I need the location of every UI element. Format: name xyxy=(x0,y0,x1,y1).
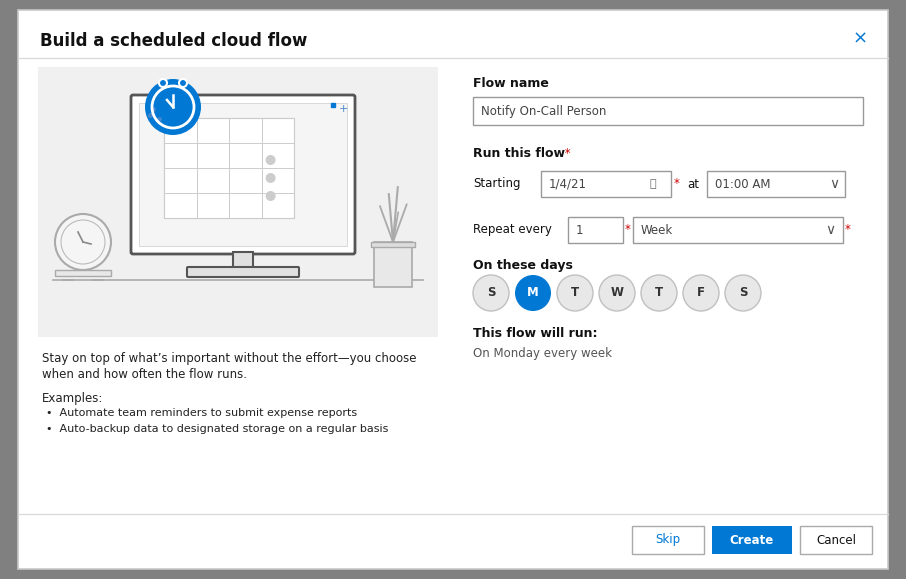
FancyBboxPatch shape xyxy=(473,97,863,125)
Circle shape xyxy=(145,79,201,135)
Circle shape xyxy=(599,275,635,311)
Text: 1: 1 xyxy=(576,223,583,236)
Circle shape xyxy=(557,275,593,311)
FancyBboxPatch shape xyxy=(164,118,294,218)
Text: S: S xyxy=(738,287,747,299)
FancyBboxPatch shape xyxy=(139,103,347,246)
Text: Stay on top of what’s important without the effort—you choose: Stay on top of what’s important without … xyxy=(42,352,417,365)
FancyBboxPatch shape xyxy=(371,242,415,247)
Text: +: + xyxy=(338,104,348,114)
FancyBboxPatch shape xyxy=(55,270,111,276)
Text: Run this flow: Run this flow xyxy=(473,147,565,160)
Text: ∨: ∨ xyxy=(825,223,835,237)
FancyBboxPatch shape xyxy=(18,10,888,569)
Text: Cancel: Cancel xyxy=(816,533,856,547)
Text: Build a scheduled cloud flow: Build a scheduled cloud flow xyxy=(40,32,307,50)
Text: Flow name: Flow name xyxy=(473,77,549,90)
FancyBboxPatch shape xyxy=(632,526,704,554)
Text: *: * xyxy=(561,147,571,160)
Text: ×: × xyxy=(853,30,868,48)
Text: Starting: Starting xyxy=(473,178,521,190)
Circle shape xyxy=(515,275,551,311)
Text: S: S xyxy=(487,287,496,299)
Circle shape xyxy=(473,275,509,311)
Text: W: W xyxy=(611,287,623,299)
Text: Create: Create xyxy=(730,533,774,547)
FancyBboxPatch shape xyxy=(374,242,412,287)
Text: On Monday every week: On Monday every week xyxy=(473,347,612,360)
Circle shape xyxy=(265,155,275,165)
FancyBboxPatch shape xyxy=(707,171,845,197)
FancyBboxPatch shape xyxy=(187,267,299,277)
Text: 📅: 📅 xyxy=(649,179,656,189)
Text: M: M xyxy=(527,287,539,299)
Text: 1/4/21: 1/4/21 xyxy=(549,178,587,190)
Text: Repeat every: Repeat every xyxy=(473,223,552,236)
Text: Notify On-Call Person: Notify On-Call Person xyxy=(481,104,606,118)
Text: *: * xyxy=(845,223,851,236)
FancyBboxPatch shape xyxy=(541,171,671,197)
FancyBboxPatch shape xyxy=(233,252,253,268)
Text: •  Automate team reminders to submit expense reports: • Automate team reminders to submit expe… xyxy=(46,408,357,418)
Text: T: T xyxy=(571,287,579,299)
Circle shape xyxy=(725,275,761,311)
Text: •  Auto-backup data to designated storage on a regular basis: • Auto-backup data to designated storage… xyxy=(46,424,389,434)
FancyBboxPatch shape xyxy=(568,217,623,243)
Circle shape xyxy=(683,275,719,311)
Text: *: * xyxy=(674,177,680,190)
Text: On these days: On these days xyxy=(473,259,573,272)
Text: Examples:: Examples: xyxy=(42,392,103,405)
Circle shape xyxy=(265,191,275,201)
Text: Week: Week xyxy=(641,223,673,236)
Text: when and how often the flow runs.: when and how often the flow runs. xyxy=(42,368,247,381)
Text: 01:00 AM: 01:00 AM xyxy=(715,178,770,190)
FancyBboxPatch shape xyxy=(131,95,355,254)
FancyBboxPatch shape xyxy=(712,526,792,554)
Text: *: * xyxy=(625,223,631,236)
Text: Skip: Skip xyxy=(655,533,680,547)
FancyBboxPatch shape xyxy=(633,217,843,243)
Circle shape xyxy=(265,173,275,183)
Text: F: F xyxy=(697,287,705,299)
Circle shape xyxy=(159,79,167,87)
Text: ∨: ∨ xyxy=(829,177,839,191)
Text: T: T xyxy=(655,287,663,299)
Circle shape xyxy=(179,79,187,87)
Text: This flow will run:: This flow will run: xyxy=(473,327,597,340)
FancyBboxPatch shape xyxy=(800,526,872,554)
Text: at: at xyxy=(687,178,699,190)
Circle shape xyxy=(641,275,677,311)
FancyBboxPatch shape xyxy=(38,67,438,337)
Circle shape xyxy=(55,214,111,270)
